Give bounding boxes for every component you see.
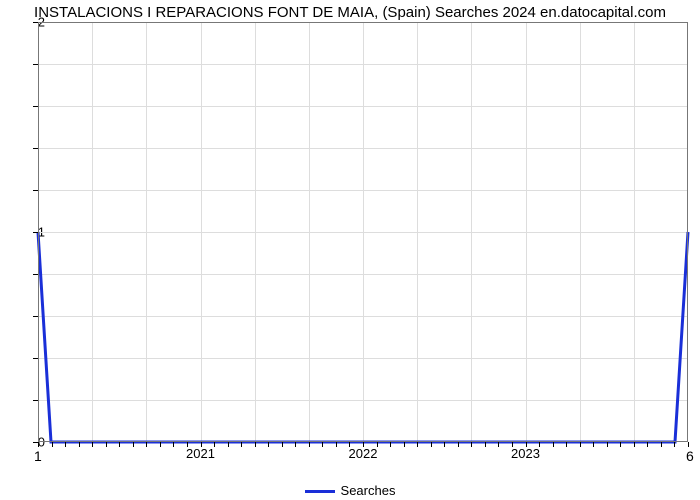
plot-border <box>38 22 688 442</box>
x-minor-tick <box>512 442 513 447</box>
x-minor-tick <box>349 442 350 447</box>
y-minor-tick <box>33 22 38 23</box>
plot-area <box>38 22 688 442</box>
x-minor-tick <box>444 442 445 447</box>
x-minor-tick <box>566 442 567 447</box>
x-minor-tick <box>65 442 66 447</box>
x-minor-tick <box>363 442 364 447</box>
y-minor-tick <box>33 400 38 401</box>
x-minor-tick <box>553 442 554 447</box>
x-minor-tick <box>526 442 527 447</box>
chart-title: INSTALACIONS I REPARACIONS FONT DE MAIA,… <box>0 4 700 21</box>
x-minor-tick <box>688 442 689 447</box>
x-minor-tick <box>417 442 418 447</box>
x-minor-tick <box>214 442 215 447</box>
x-minor-tick <box>539 442 540 447</box>
legend-swatch <box>305 490 335 493</box>
corner-bottom-right: 6 <box>686 448 694 464</box>
x-minor-tick <box>607 442 608 447</box>
x-minor-tick <box>674 442 675 447</box>
y-minor-tick <box>33 442 38 443</box>
x-minor-tick <box>404 442 405 447</box>
x-minor-tick <box>431 442 432 447</box>
y-minor-tick <box>33 274 38 275</box>
x-minor-tick <box>92 442 93 447</box>
x-tick-label: 2023 <box>511 446 540 461</box>
y-minor-tick <box>33 64 38 65</box>
x-minor-tick <box>593 442 594 447</box>
x-minor-tick <box>295 442 296 447</box>
x-minor-tick <box>187 442 188 447</box>
x-tick-label: 2022 <box>349 446 378 461</box>
y-minor-tick <box>33 148 38 149</box>
x-minor-tick <box>255 442 256 447</box>
corner-bottom-left: 1 <box>34 448 42 464</box>
x-minor-tick <box>268 442 269 447</box>
x-minor-tick <box>620 442 621 447</box>
x-tick-label: 2021 <box>186 446 215 461</box>
x-minor-tick <box>322 442 323 447</box>
y-minor-tick <box>33 232 38 233</box>
y-minor-tick <box>33 358 38 359</box>
x-minor-tick <box>282 442 283 447</box>
x-minor-tick <box>309 442 310 447</box>
x-minor-tick <box>390 442 391 447</box>
x-minor-tick <box>119 442 120 447</box>
x-minor-tick <box>458 442 459 447</box>
x-minor-tick <box>241 442 242 447</box>
legend-label: Searches <box>341 483 396 498</box>
x-minor-tick <box>647 442 648 447</box>
legend: Searches <box>0 483 700 498</box>
y-minor-tick <box>33 106 38 107</box>
x-minor-tick <box>634 442 635 447</box>
x-minor-tick <box>377 442 378 447</box>
x-minor-tick <box>106 442 107 447</box>
x-minor-tick <box>79 442 80 447</box>
x-minor-tick <box>160 442 161 447</box>
x-minor-tick <box>133 442 134 447</box>
chart-container: INSTALACIONS I REPARACIONS FONT DE MAIA,… <box>0 0 700 500</box>
x-minor-tick <box>146 442 147 447</box>
x-minor-tick <box>661 442 662 447</box>
y-minor-tick <box>33 316 38 317</box>
x-minor-tick <box>52 442 53 447</box>
y-minor-tick <box>33 190 38 191</box>
x-minor-tick <box>580 442 581 447</box>
x-minor-tick <box>336 442 337 447</box>
x-minor-tick <box>38 442 39 447</box>
x-minor-tick <box>173 442 174 447</box>
x-minor-tick <box>201 442 202 447</box>
x-minor-tick <box>498 442 499 447</box>
x-minor-tick <box>228 442 229 447</box>
x-minor-tick <box>471 442 472 447</box>
x-minor-tick <box>485 442 486 447</box>
